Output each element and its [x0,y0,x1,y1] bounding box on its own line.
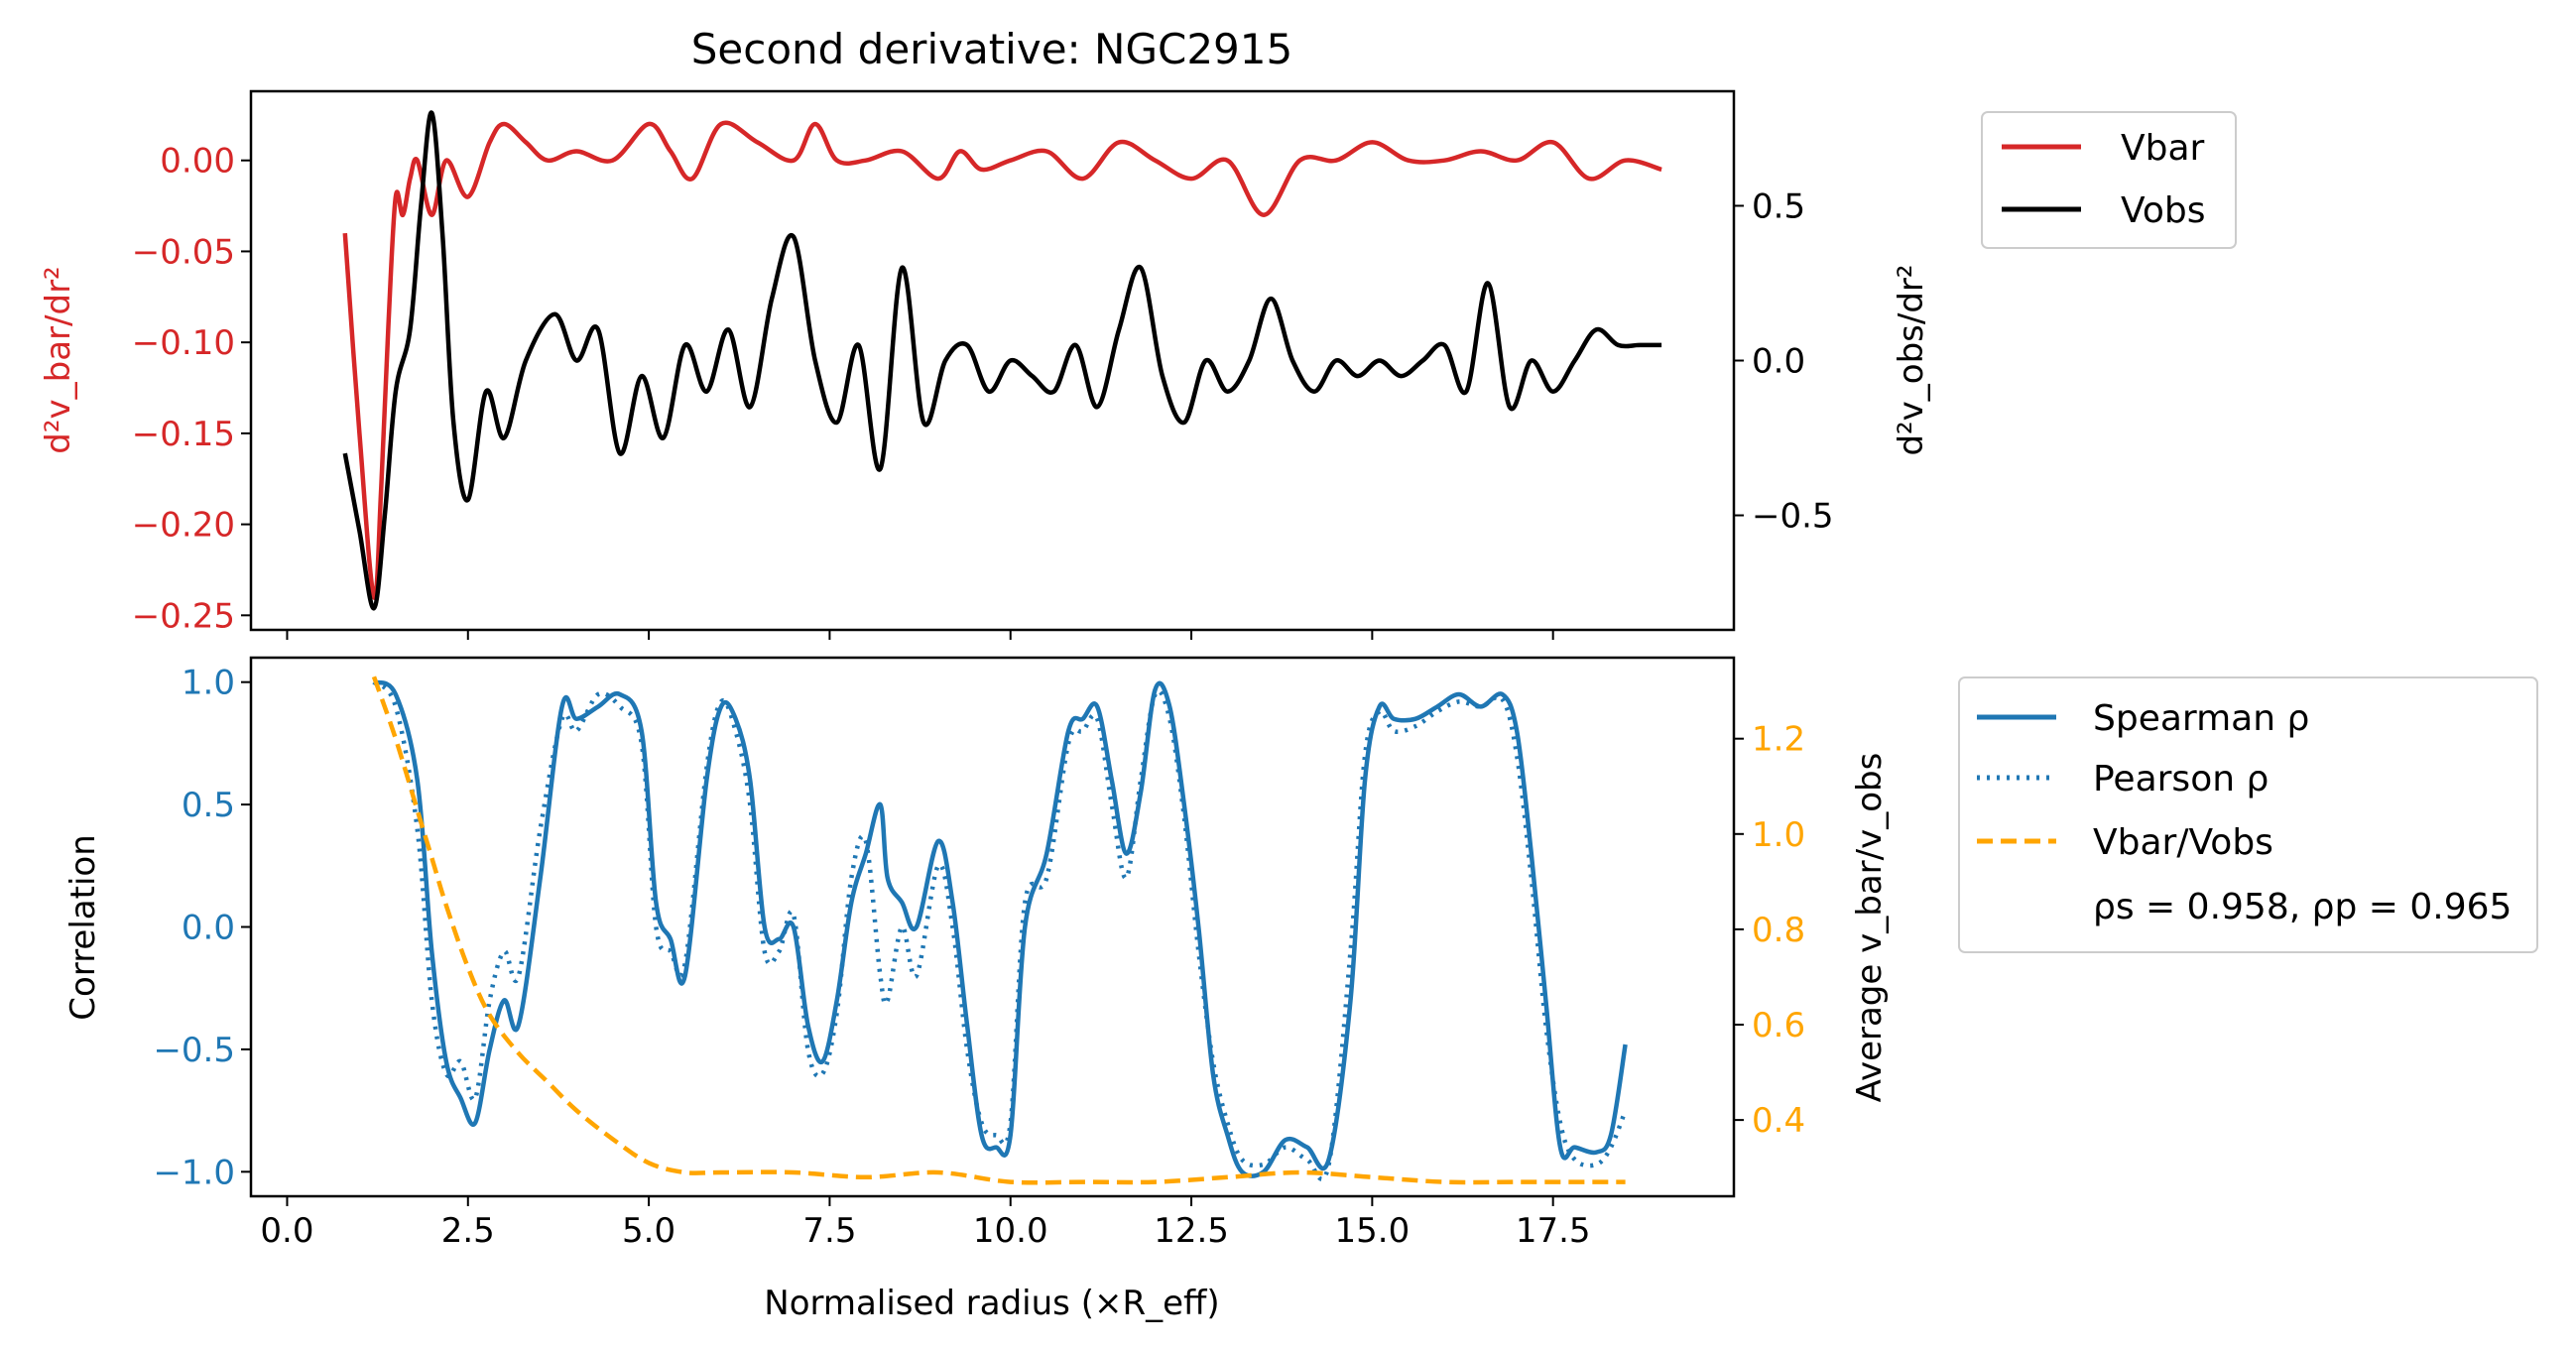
bottom-left-y-tick-label: −0.5 [153,1031,235,1070]
bottom-x-tick-label: 15.0 [1335,1211,1411,1251]
bottom-left-y-tick-label: 1.0 [182,664,235,703]
series-line-spearman [372,679,1628,1178]
top-left-y-label: d²v_bar/dr² [39,266,78,453]
top-right-y-ticks: 0.5 0.0 −0.5 [1734,186,1834,537]
bottom-panel: 1.0 0.5 0.0 −0.5 −1.0 1.2 1.0 0.8 0.6 0.4 0.0 2.5… [63,656,1890,1323]
series-line-vbar-vobs [371,676,1626,1185]
bottom-x-ticks: 0.0 2.5 5.0 7.5 10.0 12.5 15.0 17.5 [260,1196,1591,1251]
bottom-right-y-label: Average v_bar/v_obs [1850,753,1890,1103]
bottom-x-tick-label: 2.5 [441,1211,495,1251]
bottom-left-y-tick-label: 0.5 [182,786,235,825]
top-left-y-tick-label: −0.15 [132,415,235,454]
top-right-y-label: d²v_obs/dr² [1892,264,1931,455]
top-right-y-tick-label: 0.0 [1752,342,1805,382]
top-left-y-tick-label: −0.25 [132,596,235,636]
bottom-left-y-ticks: 1.0 0.5 0.0 −0.5 −1.0 [153,664,251,1192]
series-line-pearson [372,679,1628,1182]
top-right-y-tick-label: −0.5 [1752,497,1834,537]
top-plot-area [342,110,1662,611]
top-right-y-tick-label: 0.5 [1752,186,1805,226]
bottom-x-tick-label: 12.5 [1154,1211,1229,1251]
legend-label-vobs: Vobs [2121,190,2205,231]
top-legend: Vbar Vobs [1981,111,2237,249]
bottom-x-tick-label: 5.0 [622,1211,675,1251]
top-left-y-tick-label: 0.00 [160,142,235,182]
bottom-x-tick-label: 0.0 [260,1211,313,1251]
bottom-left-y-tick-label: −1.0 [153,1153,235,1192]
legend-correlation-annotation: ρs = 0.958, ρp = 0.965 [2093,887,2512,927]
bottom-right-y-tick-label: 0.6 [1752,1006,1805,1045]
legend-label-vbar: Vbar [2121,128,2205,169]
series-line-vbar [342,120,1662,600]
bottom-x-tick-label: 10.0 [973,1211,1048,1251]
legend-label-pearson: Pearson ρ [2093,759,2269,799]
bottom-right-y-tick-label: 1.2 [1752,720,1805,760]
top-left-y-tick-label: −0.05 [132,232,235,272]
bottom-right-y-tick-label: 0.4 [1752,1101,1805,1141]
bottom-legend: Spearman ρ Pearson ρ Vbar/Vobs ρs = 0.95… [1958,676,2538,953]
series-line-vobs [342,110,1662,611]
bottom-right-y-ticks: 1.2 1.0 0.8 0.6 0.4 [1734,720,1805,1141]
bottom-left-y-tick-label: 0.0 [182,909,235,948]
x-axis-label: Normalised radius (×R_eff) [764,1284,1219,1323]
bottom-right-y-tick-label: 1.0 [1752,815,1805,855]
top-left-y-tick-label: −0.10 [132,323,235,363]
bottom-left-y-label: Correlation [63,834,103,1020]
bottom-legend-box [1958,676,2538,953]
top-left-y-tick-label: −0.20 [132,506,235,546]
bottom-plot-area [371,676,1628,1185]
bottom-right-y-tick-label: 0.8 [1752,911,1805,950]
legend-label-spearman: Spearman ρ [2093,698,2309,739]
legend-label-ratio: Vbar/Vobs [2093,822,2273,863]
top-x-ticks [286,630,1554,640]
bottom-x-tick-label: 7.5 [802,1211,856,1251]
top-left-y-ticks: 0.00 −0.05 −0.10 −0.15 −0.20 −0.25 [132,142,251,636]
figure-title: Second derivative: NGC2915 [691,25,1292,73]
top-panel: 0.00 −0.05 −0.10 −0.15 −0.20 −0.25 0.5 0.0 −0.5… [39,89,1931,640]
bottom-x-tick-label: 17.5 [1516,1211,1591,1251]
